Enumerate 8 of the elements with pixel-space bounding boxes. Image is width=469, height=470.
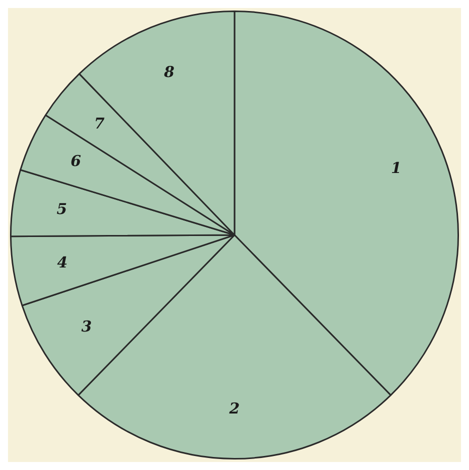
slice-label: 5 (56, 200, 68, 218)
slice-label: 4 (57, 253, 68, 272)
slice-label: 2 (228, 399, 240, 418)
slice-label: 3 (81, 317, 92, 336)
slice-label: 6 (70, 152, 82, 170)
slice-label: 8 (163, 63, 176, 82)
slice-label: 7 (94, 114, 106, 132)
slice-label: 1 (390, 159, 402, 178)
